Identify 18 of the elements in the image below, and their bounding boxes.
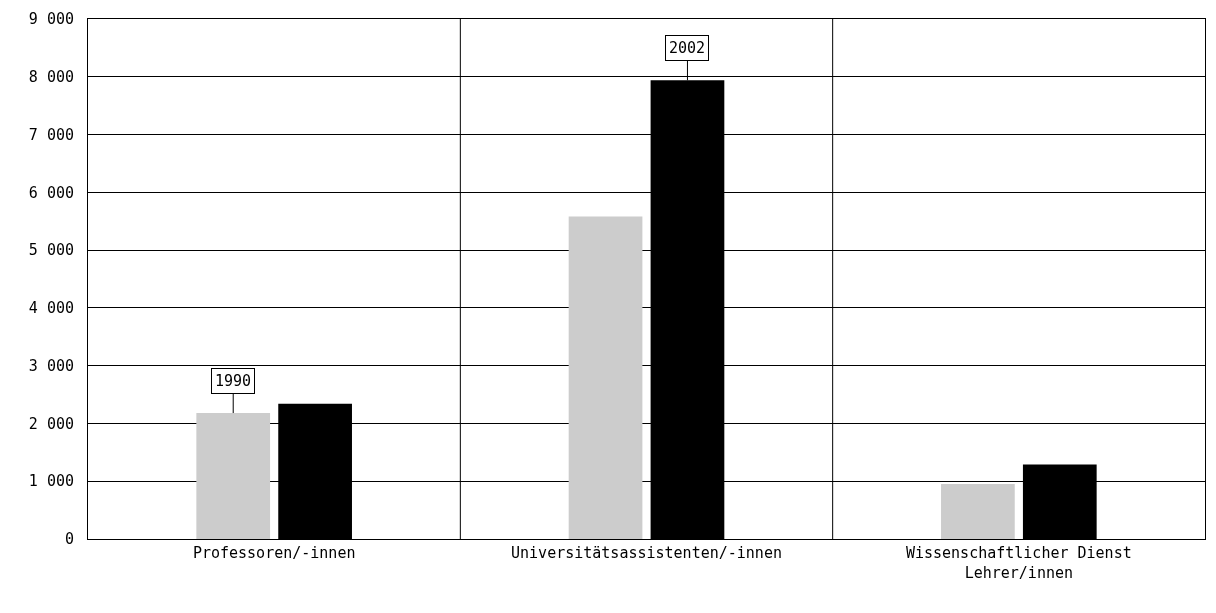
annotation: 1990: [215, 372, 252, 390]
y-tick-label: 9 000: [28, 10, 74, 29]
y-tick-label: 8 000: [28, 68, 74, 87]
bar: [941, 484, 1015, 539]
y-tick-label: 3 000: [28, 356, 74, 375]
y-tick-label: 4 000: [28, 299, 74, 318]
y-tick-label: 2 000: [28, 414, 74, 433]
bar: [568, 216, 643, 539]
x-tick-label: Wissenschaftlicher Dienst Lehrer/innen: [905, 544, 1132, 582]
y-tick-label: 7 000: [28, 125, 74, 144]
y-tick-label: 0: [64, 530, 74, 549]
x-tick-label: Professoren/-innen: [192, 544, 356, 562]
x-tick-label: Universitätsassistenten/-innen: [511, 544, 782, 562]
y-tick-label: 6 000: [28, 183, 74, 202]
bar: [196, 413, 271, 539]
y-tick-label: 1 000: [28, 472, 74, 491]
y-tick-label: 5 000: [28, 241, 74, 260]
annotation: 2002: [669, 39, 706, 57]
